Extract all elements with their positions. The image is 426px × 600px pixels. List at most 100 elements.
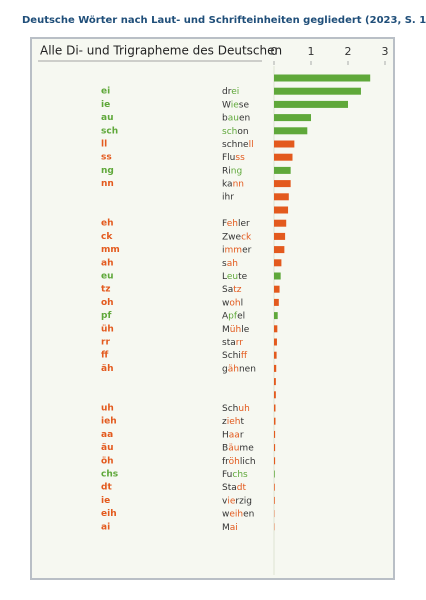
example-word: fröhlich [222, 456, 256, 466]
word-part: öh [229, 456, 240, 466]
example-word: Schuh [222, 404, 250, 414]
bar [274, 351, 277, 359]
word-part: ck [241, 232, 252, 242]
bar [274, 87, 361, 95]
word-part: s [222, 258, 227, 268]
word-part: rzig [235, 496, 252, 506]
example-word: weihen [222, 509, 254, 519]
example-word: Wiese [222, 100, 249, 110]
example-word: Leute [222, 272, 248, 282]
word-part: tz [233, 285, 242, 295]
example-word: Haar [222, 430, 244, 440]
word-part: ah [227, 258, 238, 268]
word-part: eu [227, 272, 238, 282]
bar [274, 232, 286, 240]
grapheme-label: tz [101, 285, 111, 295]
word-part: eih [229, 509, 243, 519]
bar [274, 404, 276, 412]
example-word: gähnen [222, 364, 256, 374]
example-word: zieht [222, 417, 244, 427]
grapheme-label: ie [101, 100, 110, 110]
word-part: ll [249, 140, 254, 150]
example-word: Mai [222, 522, 238, 532]
example-word: sah [222, 258, 238, 268]
bar [274, 391, 276, 399]
grapheme-label: üh [101, 324, 114, 334]
grapheme-label: aa [101, 430, 113, 440]
word-part: au [228, 113, 239, 123]
example-word: Stadt [222, 483, 246, 493]
word-part: lich [240, 456, 256, 466]
word-part: fr [222, 456, 229, 466]
example-word: bauen [222, 113, 250, 123]
word-part: ng [231, 166, 242, 176]
bar [274, 312, 278, 320]
grapheme-label: chs [101, 470, 118, 480]
grapheme-label: nn [101, 179, 114, 189]
example-word: immer [222, 245, 252, 255]
example-word: Fuchs [222, 470, 248, 480]
grapheme-label: eh [101, 219, 114, 229]
grapheme-label: pf [101, 311, 111, 321]
bar [274, 325, 278, 333]
word-part: Sa [222, 285, 233, 295]
word-part: ai [230, 522, 238, 532]
x-tick-label: 2 [345, 45, 352, 58]
example-word: Schiff [222, 351, 248, 361]
bar [274, 483, 275, 491]
word-part: ler [238, 219, 250, 229]
word-part: H [222, 430, 229, 440]
word-part: te [238, 272, 248, 282]
word-part: Sta [222, 483, 237, 493]
word-part: v [222, 496, 228, 506]
example-word: wohl [222, 298, 243, 308]
word-part: ieh [227, 417, 241, 427]
example-word: starr [222, 338, 243, 348]
word-part: W [222, 100, 231, 110]
example-word: Ring [222, 166, 242, 176]
chart-title: Deutsche Wörter nach Laut- und Schriftei… [22, 15, 426, 26]
word-part: Zwe [222, 232, 242, 242]
example-word: Mühle [222, 324, 250, 334]
bar [274, 153, 293, 161]
example-word: drei [222, 87, 239, 97]
word-part: Flu [222, 153, 235, 163]
example-word: schnell [222, 140, 254, 150]
grapheme-label: ei [101, 87, 110, 97]
word-part: Schi [222, 351, 241, 361]
word-part: en [243, 509, 254, 519]
example-word: ihr [222, 192, 234, 202]
grapheme-label: mm [101, 245, 120, 255]
word-part: r [240, 430, 244, 440]
grapheme-label: ie [101, 496, 110, 506]
word-part: M [222, 522, 230, 532]
chart-subtitle: Alle Di- und Trigrapheme des Deutschen [40, 44, 282, 58]
bar [274, 338, 277, 346]
word-part: äh [228, 364, 239, 374]
bar [274, 285, 280, 293]
x-tick-label: 3 [382, 45, 389, 58]
x-tick-label: 1 [308, 45, 315, 58]
grapheme-label: ai [101, 522, 110, 532]
bar [274, 180, 291, 188]
word-part: F [222, 219, 227, 229]
example-word: Satz [222, 285, 242, 295]
word-part: ie [227, 496, 236, 506]
word-part: me [239, 443, 254, 453]
word-part: ei [231, 87, 239, 97]
word-part: B [222, 443, 228, 453]
word-part: i [222, 245, 225, 255]
grapheme-label: öh [101, 456, 114, 466]
word-part: Sch [222, 404, 238, 414]
example-word: Fehler [222, 219, 250, 229]
bar [274, 444, 276, 452]
bar [274, 457, 276, 465]
grapheme-label: uh [101, 404, 114, 414]
word-part: A [222, 311, 229, 321]
word-part: w [222, 509, 229, 519]
word-part: Fu [222, 470, 232, 480]
grapheme-label: oh [101, 298, 114, 308]
word-part: ff [241, 351, 248, 361]
grapheme-label: sch [101, 126, 118, 136]
